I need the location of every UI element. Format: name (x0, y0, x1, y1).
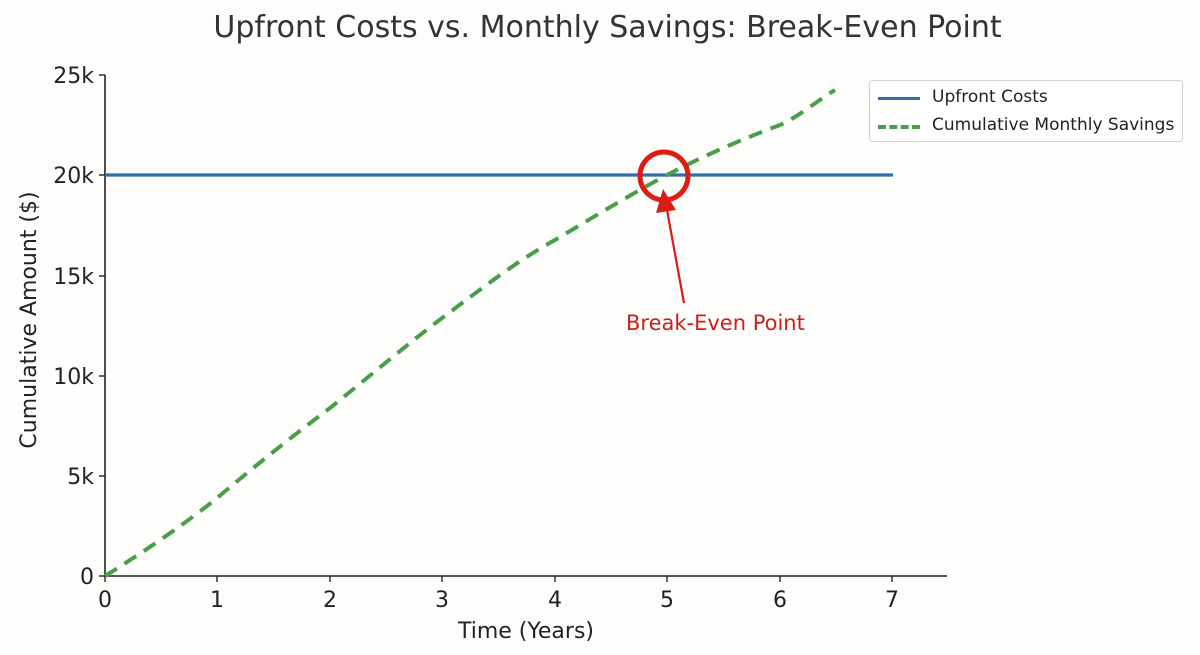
legend-item-upfront-costs: Upfront Costs (870, 85, 1182, 111)
y-tick-label: 25k (53, 64, 94, 89)
annotation-arrow-shaft (665, 209, 686, 304)
y-ticks: 0 5k 10k 15k 20k 25k (53, 64, 105, 590)
y-tick-label: 10k (53, 365, 94, 390)
y-tick-label: 20k (53, 164, 94, 189)
y-axis-label: Cumulative Amount ($) (17, 191, 42, 448)
x-tick-label: 0 (98, 588, 112, 613)
y-tick-label: 0 (80, 565, 94, 590)
x-axis-label: Time (Years) (457, 619, 594, 644)
y-tick-label: 5k (67, 465, 94, 490)
legend-label: Upfront Costs (932, 87, 1048, 107)
x-ticks: 0 1 2 3 4 5 6 7 (98, 576, 899, 613)
x-tick-label: 3 (435, 588, 449, 613)
x-tick-label: 6 (773, 588, 787, 613)
legend-item-cumulative-savings: Cumulative Monthly Savings (870, 113, 1182, 139)
x-tick-label: 1 (210, 588, 224, 613)
legend-swatch-dashed (878, 125, 920, 129)
x-tick-label: 5 (660, 588, 674, 613)
legend-label: Cumulative Monthly Savings (932, 115, 1175, 135)
legend-swatch-solid (878, 97, 920, 100)
x-tick-label: 7 (885, 588, 899, 613)
legend: Upfront Costs Cumulative Monthly Savings (869, 80, 1183, 142)
x-tick-label: 2 (323, 588, 337, 613)
cumulative-savings-line (103, 88, 837, 578)
y-tick-label: 15k (53, 265, 94, 290)
x-tick-label: 4 (548, 588, 562, 613)
chart-title: Upfront Costs vs. Monthly Savings: Break… (213, 10, 1002, 45)
break-even-label: Break-Even Point (626, 311, 805, 335)
annotation-arrow-head (656, 189, 676, 213)
